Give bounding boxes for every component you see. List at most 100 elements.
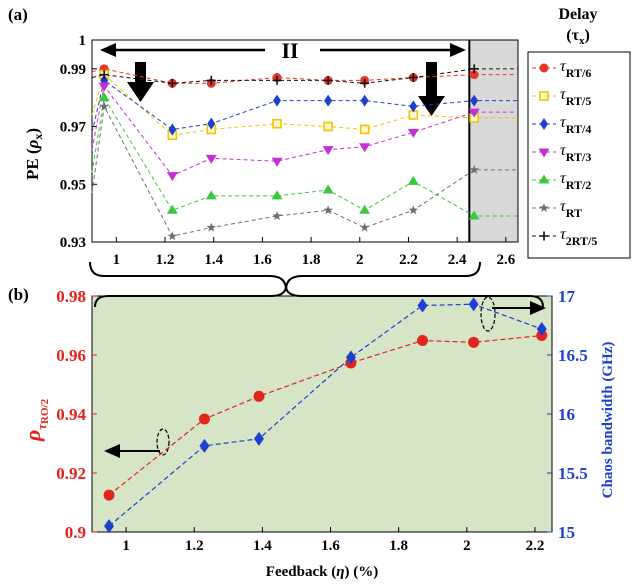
data-point [207,117,216,130]
x-tick-label: 2.2 [526,538,545,554]
panel-a-x-ticks: 1 1.2 1.4 1.6 1.8 2 2.2 2.4 2.6 [113,237,516,268]
y-label-symbol: ρ [23,139,42,149]
data-point [168,123,177,136]
data-point [273,94,282,107]
data-point [360,78,370,88]
legend-item: τRT/3 [532,142,591,164]
y-tick-label: 0.95 [60,177,86,193]
y-label-text: PE ( [23,148,42,180]
data-point [205,190,217,200]
series-2rt-5 [91,64,518,88]
data-point [417,298,428,313]
x-tick-label: 2.2 [399,252,418,268]
legend-label: τRT/4 [560,114,591,136]
legend-title-symbol: (τx) [566,27,590,47]
series-rt [91,101,518,241]
right-y-tick-label: 15 [558,523,575,542]
x-tick-label: 1 [113,252,121,268]
data-point [272,211,282,221]
series-line [91,104,518,237]
x-tick-label: 2 [463,538,471,554]
down-arrow-left [127,62,154,102]
data-point [253,431,264,446]
data-point [323,205,333,215]
data-point [408,73,418,83]
y-tick-label: 0.99 [60,62,86,78]
legend-marker [539,231,549,241]
panel-b-right-y-ticks: 15 15.5 16 16.5 17 [547,287,588,542]
data-point [468,336,480,348]
right-axis-ellipse [480,296,496,332]
right-y-tick-label: 16 [558,405,575,424]
legend-item: τRT/2 [532,170,591,192]
legend: Delay (τx) τRT/6τRT/5τRT/4τRT/3τRT/2τRTτ… [527,6,631,259]
data-point [199,438,210,453]
data-point [407,175,419,185]
legend-label: τRT/2 [560,170,591,192]
legend-label: τRT/6 [560,58,591,80]
panel-b-series [103,297,548,534]
legend-label: τRT/3 [560,142,591,164]
shaded-region [469,40,518,242]
data-point [324,94,333,107]
data-point [198,413,210,425]
panel-b-x-ticks: 1 1.2 1.4 1.6 1.8 2 2.2 [122,527,544,554]
legend-title-tau: (τ [566,27,579,44]
legend-marker [539,91,549,101]
data-point [469,70,479,80]
data-point [253,390,265,402]
x-tick-label: 1.4 [204,252,223,268]
panel-a-label: (a) [8,5,28,24]
left-label-rho: ρ [20,430,45,442]
legend-marker [540,118,548,130]
x-tick-label: 1.8 [389,538,408,554]
left-y-tick-label: 0.94 [56,405,86,424]
data-point [271,157,283,167]
data-point [323,75,333,85]
legend-item: τRT [532,198,582,220]
panel-a-y-label: PE (ρx) [23,128,45,180]
region-double-arrow: II [100,38,466,63]
data-point [206,222,216,232]
data-point [166,204,178,214]
data-point [407,128,419,138]
series-line [91,68,518,84]
x-tick-label: 2.6 [496,252,515,268]
series-bandwidth [104,297,547,534]
y-tick-label: 0.93 [60,235,86,251]
legend-label: τ2RT/5 [560,226,597,248]
series-line [91,73,518,136]
series-line [91,79,518,133]
legend-marker [539,203,549,212]
data-point [470,94,479,107]
data-point [408,205,419,215]
data-point [468,297,479,312]
legend-items: τRT/6 τRT/5 τRT/4 τRT/3 τRT/2 τRT τ2RT/5 [532,58,597,248]
x-tick-label: 1.2 [185,538,204,554]
legend-title-sub: x [579,35,585,47]
data-point [468,210,480,220]
data-point [104,519,115,534]
y-label-close: ) [23,128,42,134]
data-point [166,172,178,182]
data-point [359,222,370,232]
x-label-symbol: η [336,564,344,580]
x-label-text: Feedback ( [266,564,336,580]
panel-a-series [91,64,518,241]
y-label-subscript: x [31,134,45,140]
series-rt-2 [91,92,518,220]
left-axis-ellipse [156,428,170,456]
series-line [91,96,518,217]
legend-label: τRT [560,198,582,220]
legend-item: τRT/5 [532,86,591,108]
data-point [536,322,547,337]
data-point [167,78,177,88]
data-point [205,154,217,164]
data-point [469,164,479,174]
legend-title: Delay [558,6,597,23]
y-tick-label: 1 [79,33,87,49]
data-point [359,143,371,153]
x-tick-label: 1.8 [302,252,321,268]
data-point [272,75,282,85]
